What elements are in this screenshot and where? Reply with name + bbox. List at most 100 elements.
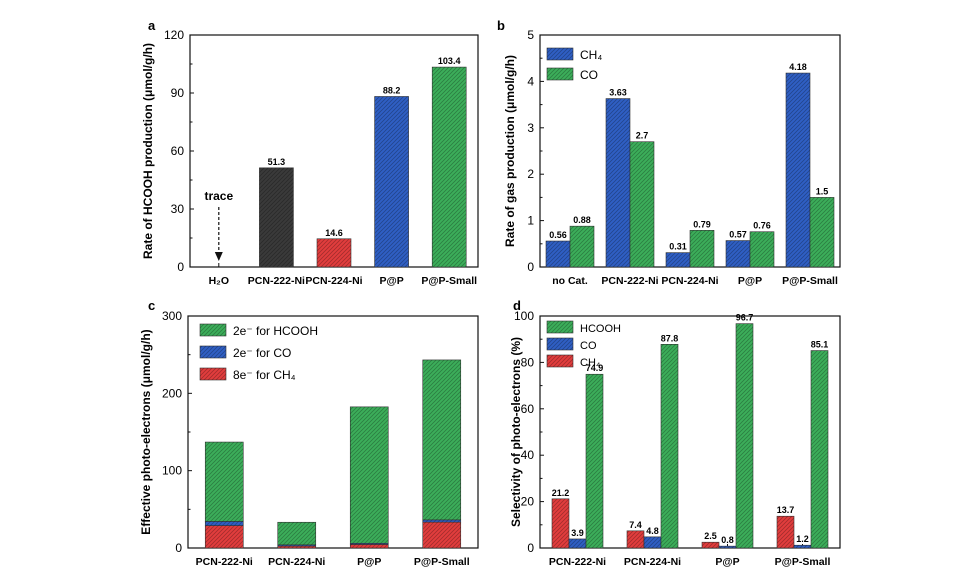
value-label: 14.6 — [325, 228, 343, 238]
bar-0-hatch — [786, 73, 810, 267]
bar-0-hatch — [726, 240, 750, 267]
y-tick-label: 1 — [527, 214, 534, 228]
value-label: 87.8 — [661, 333, 679, 343]
legend-swatch-hatch — [547, 321, 573, 333]
bar-0-hatch — [552, 498, 569, 548]
x-tick-label: PCN-224-Ni — [624, 556, 681, 568]
x-tick-label: H₂O — [209, 275, 229, 287]
bar-hatch — [432, 67, 467, 268]
bar-1-hatch — [810, 197, 834, 267]
value-label: 88.2 — [383, 85, 401, 95]
legend-label: 2e⁻ for HCOOH — [233, 324, 318, 338]
value-label: 2.5 — [704, 531, 717, 541]
bar-0-hatch — [702, 542, 719, 548]
y-tick-label: 2 — [527, 167, 534, 181]
legend-swatch-hatch — [547, 48, 573, 60]
x-tick-label: P@P — [357, 556, 381, 568]
legend-label: 2e⁻ for CO — [233, 346, 291, 360]
value-label: 3.9 — [571, 528, 584, 538]
legend-swatch-hatch — [200, 368, 226, 380]
panel-letter: c — [148, 298, 155, 313]
value-label: 13.7 — [777, 505, 795, 515]
legend-label: 8e⁻ for CH₄ — [233, 368, 296, 382]
stack-0-hatch — [422, 522, 461, 548]
value-label: 21.2 — [552, 488, 570, 498]
panel-letter: a — [148, 18, 156, 33]
x-tick-label: P@P-Small — [414, 556, 470, 568]
stack-1-hatch — [205, 521, 244, 526]
bar-2-hatch — [661, 344, 678, 548]
stack-0-hatch — [277, 546, 316, 548]
stack-0-hatch — [205, 525, 244, 548]
value-label: 96.7 — [736, 313, 754, 323]
bar-0-hatch — [627, 530, 644, 548]
x-tick-label: PCN-222-Ni — [601, 275, 658, 287]
y-axis-label: Selectivity of photo-electrons (%) — [509, 337, 523, 527]
value-label: 4.8 — [646, 526, 659, 536]
panel-d: d 0 20 40 60 80 100 PCN-222-Ni PCN-224-Ni P@P P@P-… — [509, 298, 841, 568]
y-axis-label: Rate of HCOOH production (μmol/g/h) — [141, 43, 155, 259]
value-label: 51.3 — [268, 157, 286, 167]
y-tick-label: 300 — [162, 309, 182, 323]
x-tick-label: PCN-222-Ni — [549, 556, 606, 568]
panel-letter: b — [497, 18, 505, 33]
y-tick-label: 0 — [175, 541, 182, 555]
x-tick-label: PCN-224-Ni — [661, 275, 718, 287]
stack-1-hatch — [422, 519, 461, 523]
y-tick-label: 80 — [521, 355, 535, 369]
x-tick-label: PCN-222-Ni — [196, 556, 253, 568]
bar-2-hatch — [586, 374, 603, 548]
value-label: 1.5 — [816, 186, 829, 196]
value-label: 0.31 — [669, 242, 687, 252]
legend-swatch-hatch — [547, 68, 573, 80]
value-label: 0.57 — [729, 230, 747, 240]
bar-1-hatch — [569, 538, 586, 548]
bar-hatch — [317, 238, 351, 267]
legend-swatch-hatch — [547, 355, 573, 367]
y-tick-label: 60 — [171, 144, 185, 158]
x-tick-label: P@P-Small — [782, 275, 838, 287]
bar-2-hatch — [736, 323, 753, 548]
y-tick-label: 30 — [171, 202, 185, 216]
stack-2-hatch — [277, 522, 316, 545]
x-tick-label: PCN-224-Ni — [268, 556, 325, 568]
bar-0-hatch — [546, 241, 570, 267]
y-axis-label: Effective photo-electrons (μmol/g/h) — [139, 329, 153, 534]
y-tick-label: 3 — [527, 121, 534, 135]
bar-1-hatch — [794, 545, 811, 548]
x-tick-label: P@P-Small — [421, 275, 477, 287]
stack-2-hatch — [350, 406, 389, 544]
panel-c: c 0 100 200 300 PCN-222-Ni PCN-224-Ni P@P P@P-Sm… — [139, 298, 479, 568]
bar-1-hatch — [719, 546, 736, 548]
stack-2-hatch — [205, 442, 244, 522]
bar-1-hatch — [630, 141, 654, 267]
x-tick-label: PCN-224-Ni — [305, 275, 362, 287]
legend-label: CH₄ — [580, 357, 601, 369]
value-label: 7.4 — [629, 520, 642, 530]
x-tick-label: no Cat. — [552, 275, 588, 287]
value-label: 4.18 — [789, 62, 807, 72]
stack-0-hatch — [350, 544, 389, 548]
panel-a: a 0 30 60 90 120 H₂O PCN-222-Ni PCN-224-Ni P@P P@P… — [141, 18, 479, 287]
bar-hatch — [374, 96, 409, 267]
y-tick-label: 40 — [521, 448, 535, 462]
value-label: 2.7 — [636, 131, 649, 141]
bar-0-hatch — [777, 516, 794, 548]
legend-swatch-hatch — [547, 338, 573, 350]
y-tick-label: 0 — [177, 260, 184, 274]
legend-label: HCOOH — [580, 323, 621, 335]
stack-2-hatch — [422, 359, 461, 520]
bar-0-hatch — [606, 98, 630, 268]
y-tick-label: 120 — [164, 28, 184, 42]
x-tick-label: P@P — [738, 275, 762, 287]
bar-1-hatch — [750, 231, 774, 267]
y-tick-label: 0 — [527, 541, 534, 555]
x-tick-label: P@P — [715, 556, 739, 568]
value-label: 0.79 — [693, 219, 711, 229]
y-axis-label: Rate of gas production (μmol/g/h) — [503, 55, 517, 247]
stack-1-hatch — [277, 544, 316, 547]
value-label: 3.63 — [609, 88, 627, 98]
value-label: 74.9 — [586, 363, 604, 373]
value-label: 0.76 — [753, 221, 771, 231]
